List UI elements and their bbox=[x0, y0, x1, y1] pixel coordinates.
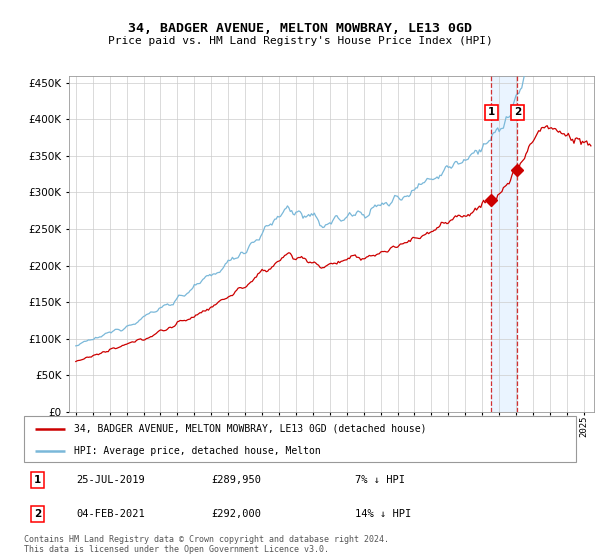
Text: £289,950: £289,950 bbox=[212, 475, 262, 484]
Text: 25-JUL-2019: 25-JUL-2019 bbox=[76, 475, 145, 484]
Text: 1: 1 bbox=[34, 475, 41, 484]
Bar bbox=[491, 76, 517, 412]
Text: Price paid vs. HM Land Registry's House Price Index (HPI): Price paid vs. HM Land Registry's House … bbox=[107, 36, 493, 46]
Text: £292,000: £292,000 bbox=[212, 510, 262, 519]
Text: 14% ↓ HPI: 14% ↓ HPI bbox=[355, 510, 412, 519]
Text: 34, BADGER AVENUE, MELTON MOWBRAY, LE13 0GD: 34, BADGER AVENUE, MELTON MOWBRAY, LE13 … bbox=[128, 22, 472, 35]
Text: 2: 2 bbox=[34, 510, 41, 519]
Text: 7% ↓ HPI: 7% ↓ HPI bbox=[355, 475, 405, 484]
Text: 1: 1 bbox=[488, 107, 495, 117]
Text: 04-FEB-2021: 04-FEB-2021 bbox=[76, 510, 145, 519]
Text: 2: 2 bbox=[514, 107, 521, 117]
Text: HPI: Average price, detached house, Melton: HPI: Average price, detached house, Melt… bbox=[74, 446, 320, 455]
Text: Contains HM Land Registry data © Crown copyright and database right 2024.
This d: Contains HM Land Registry data © Crown c… bbox=[24, 535, 389, 554]
Text: 34, BADGER AVENUE, MELTON MOWBRAY, LE13 0GD (detached house): 34, BADGER AVENUE, MELTON MOWBRAY, LE13 … bbox=[74, 424, 426, 434]
FancyBboxPatch shape bbox=[24, 416, 576, 462]
